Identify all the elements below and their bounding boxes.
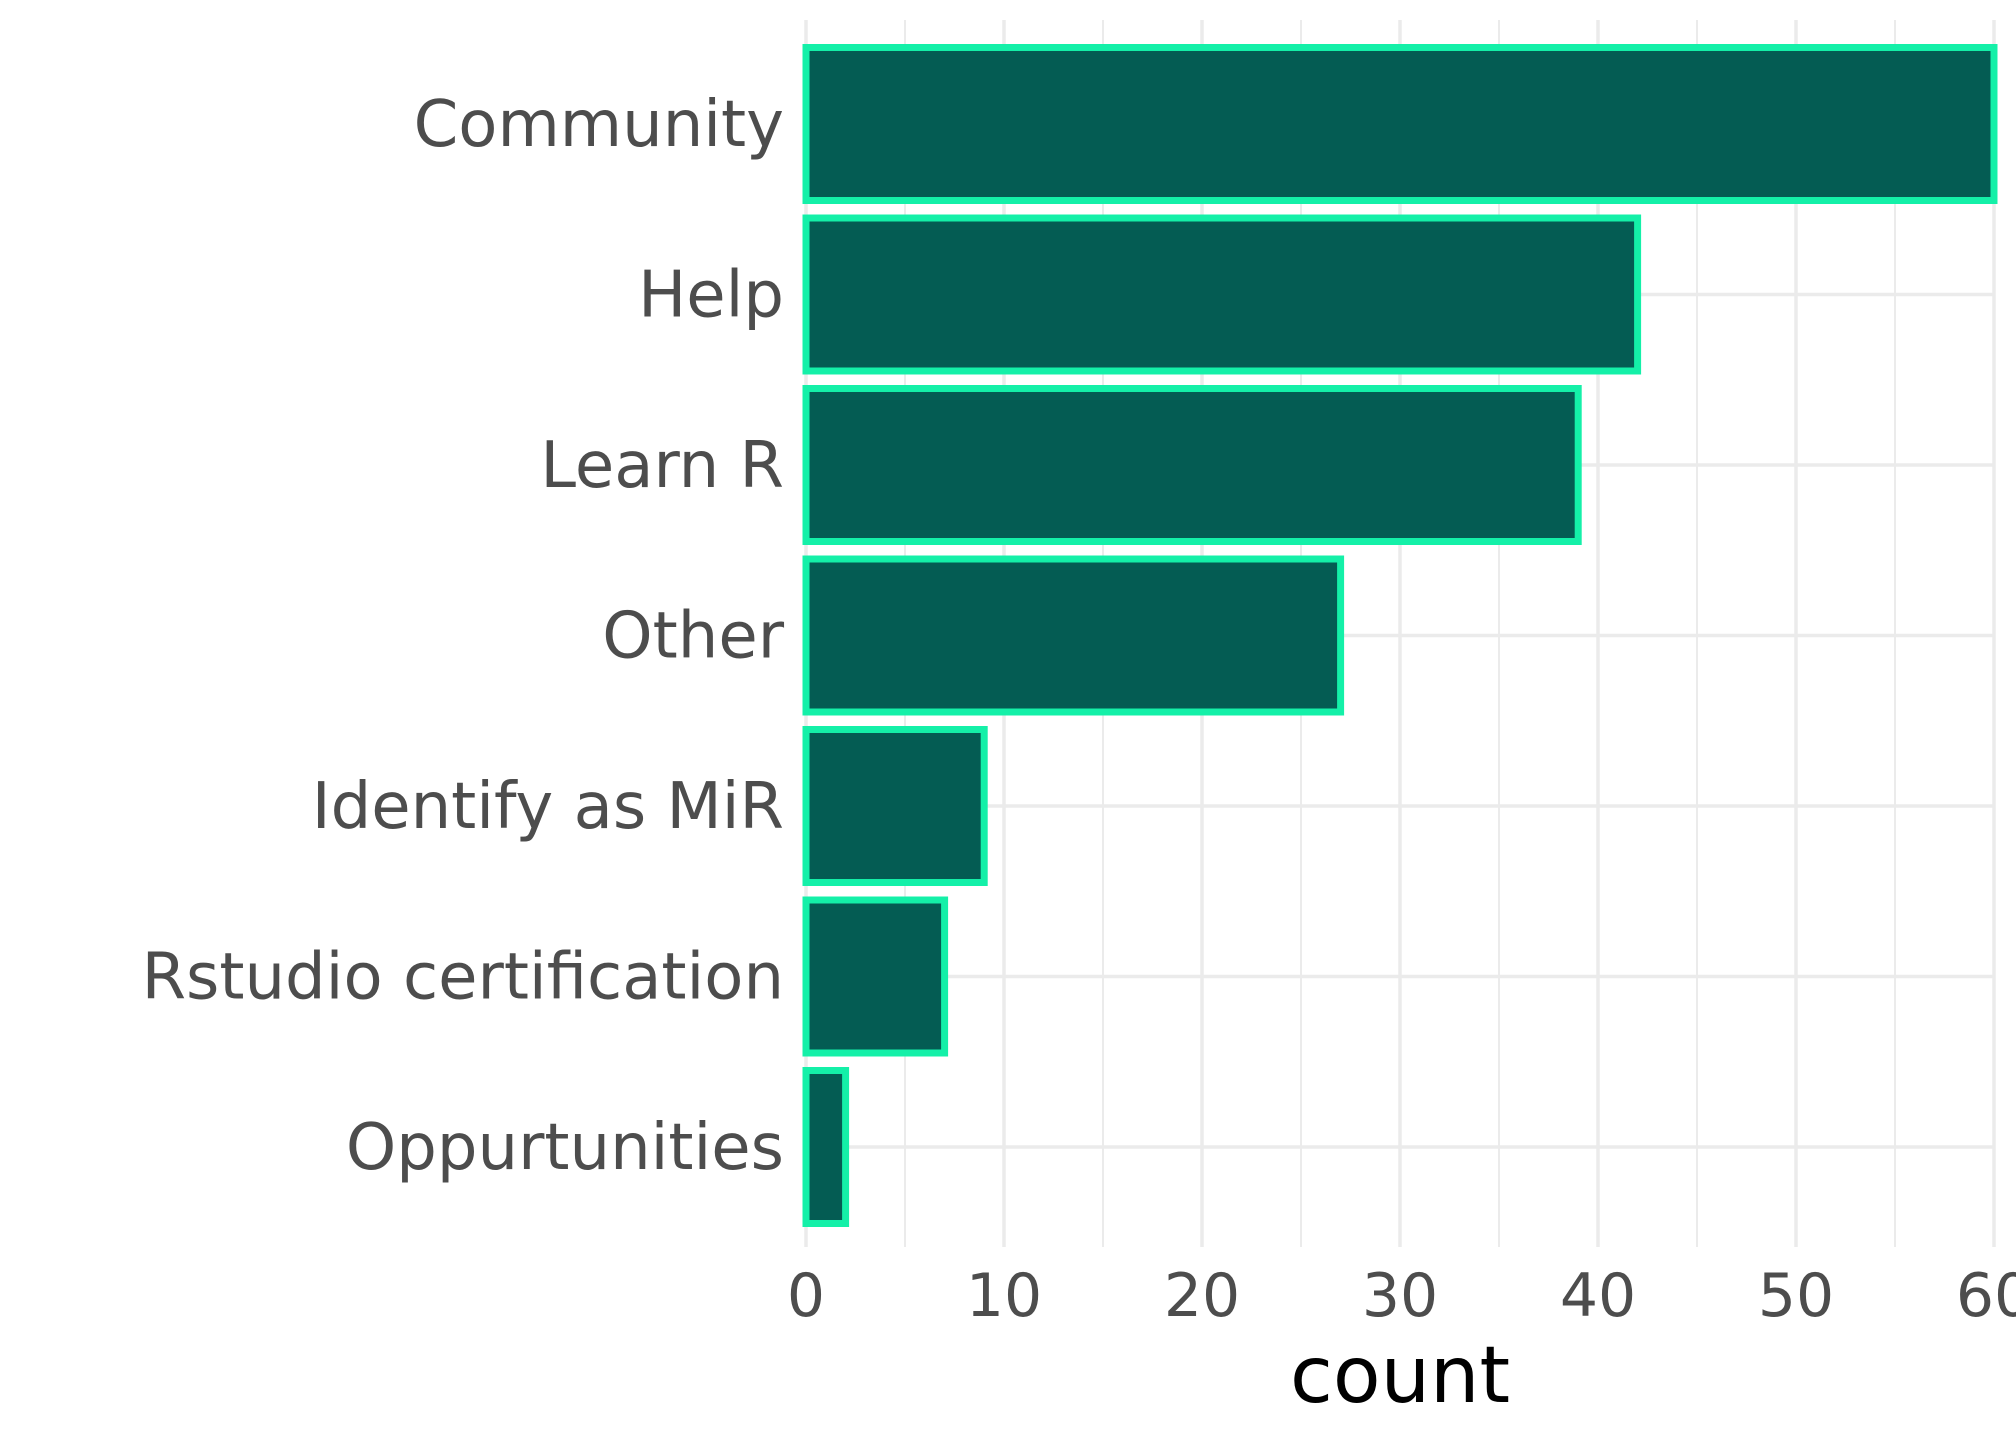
category-label: Other: [602, 600, 784, 674]
category-label: Community: [414, 88, 784, 162]
bar: [802, 896, 949, 1057]
category-label: Help: [638, 259, 784, 333]
x-tick-label: 30: [1362, 1261, 1438, 1331]
x-tick-label: 60: [1956, 1261, 2016, 1331]
bar: [802, 1067, 850, 1227]
x-tick-label: 20: [1164, 1261, 1240, 1331]
x-tick-labels: 0 10 20 30 40 50 60: [787, 1261, 2016, 1331]
x-tick-label: 40: [1560, 1261, 1636, 1331]
x-axis-title: count: [1290, 1331, 1510, 1421]
bar: [802, 726, 988, 886]
bar: [802, 214, 1642, 375]
x-tick-label: 10: [966, 1261, 1042, 1331]
bar: [802, 555, 1345, 716]
bar: [802, 44, 1998, 204]
bar: [802, 385, 1582, 545]
bar-layer: [802, 44, 1998, 1227]
category-label: Rstudio certification: [142, 941, 784, 1015]
category-label: Identify as MiR: [312, 770, 784, 844]
x-tick-label: 0: [787, 1261, 825, 1331]
category-label: Oppurtunities: [346, 1111, 784, 1185]
category-labels: Community Help Learn R Other Identify as MiR…: [142, 88, 785, 1185]
x-tick-label: 50: [1758, 1261, 1834, 1331]
category-label: Learn R: [540, 429, 784, 503]
